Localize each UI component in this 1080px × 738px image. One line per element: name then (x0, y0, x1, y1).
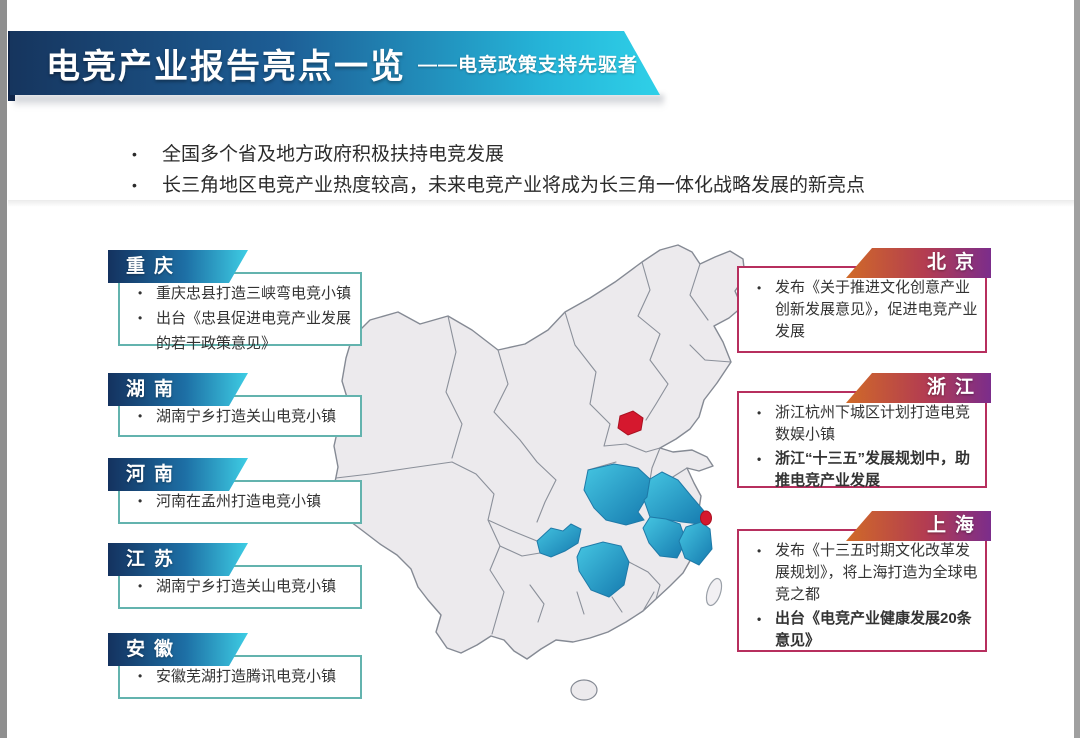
province-label-henan: 河南 (108, 458, 248, 491)
page-subtitle: ——电竞政策支持先驱者 (418, 54, 639, 76)
callout-item: 浙江“十三五”发展规划中，助推电竞产业发展 (753, 448, 979, 492)
callout-list: 发布《关于推进文化创意产业创新发展意见》，促进电竞产业发展 (753, 277, 979, 343)
callout-body: 发布《十三五时期文化改革发展规划》，将上海打造为全球电竞之都 出台《电竞产业健康… (737, 529, 987, 652)
summary-bullets: 全国多个省及地方政府积极扶持电竞发展 长三角地区电竞产业热度较高，未来电竞产业将… (130, 139, 970, 201)
callout-body: 安徽芜湖打造腾讯电竞小镇 (118, 655, 362, 699)
right-edge-strip (1074, 0, 1080, 738)
map-region-anhui (642, 516, 687, 559)
province-label-beijing: 北京 (846, 248, 991, 278)
callout-list: 湖南宁乡打造关山电竞小镇 (134, 574, 354, 599)
province-label-shanghai: 上海 (846, 511, 991, 541)
callout-item: 浙江杭州下城区计划打造电竞数娱小镇 (753, 402, 979, 446)
map-region-hunan (576, 541, 630, 598)
callout-body: 浙江杭州下城区计划打造电竞数娱小镇 浙江“十三五”发展规划中，助推电竞产业发展 (737, 391, 987, 489)
callout-item: 发布《十三五时期文化改革发展规划》，将上海打造为全球电竞之都 (753, 540, 979, 606)
map-region-beijing (617, 410, 644, 436)
province-label-zhejiang: 浙江 (846, 373, 991, 403)
left-edge-strip (0, 0, 7, 738)
banner-shadow (14, 95, 664, 108)
map-region-jiangsu (643, 471, 709, 525)
callout-body: 湖南宁乡打造关山电竞小镇 (118, 395, 362, 437)
callout-list: 安徽芜湖打造腾讯电竞小镇 (134, 664, 354, 689)
callout-item: 重庆忠县打造三峡弯电竞小镇 (134, 281, 354, 306)
callout-body: 河南在孟州打造电竞小镇 (118, 480, 362, 524)
callout-list: 发布《十三五时期文化改革发展规划》，将上海打造为全球电竞之都 出台《电竞产业健康… (753, 540, 979, 652)
callout-item: 湖南宁乡打造关山电竞小镇 (134, 404, 354, 429)
page-title: 电竞产业报告亮点一览 (46, 47, 406, 86)
callout-item: 安徽芜湖打造腾讯电竞小镇 (134, 664, 354, 689)
callout-item: 出台《电竞产业健康发展20条意见》 (753, 608, 979, 652)
callout-item: 出台《忠县促进电竞产业发展的若干政策意见》 (134, 306, 354, 356)
callout-item: 发布《关于推进文化创意产业创新发展意见》，促进电竞产业发展 (753, 277, 979, 343)
callout-list: 重庆忠县打造三峡弯电竞小镇 出台《忠县促进电竞产业发展的若干政策意见》 (134, 281, 354, 356)
callout-body: 发布《关于推进文化创意产业创新发展意见》，促进电竞产业发展 (737, 266, 987, 353)
map-hainan-island (570, 679, 598, 701)
map-province-borders (335, 261, 732, 635)
callout-body: 重庆忠县打造三峡弯电竞小镇 出台《忠县促进电竞产业发展的若干政策意见》 (118, 272, 362, 352)
callout-item: 湖南宁乡打造关山电竞小镇 (134, 574, 354, 599)
map-region-chongqing (536, 523, 582, 558)
title-banner: 电竞产业报告亮点一览 ——电竞政策支持先驱者 (10, 31, 660, 95)
province-label-jiangsu: 江苏 (108, 543, 248, 576)
province-label-chongqing: 重庆 (108, 250, 248, 283)
summary-bullet: 长三角地区电竞产业热度较高，未来电竞产业将成为长三角一体化战略发展的新亮点 (130, 170, 970, 201)
section-divider-shadow (8, 200, 1074, 207)
callout-list: 浙江杭州下城区计划打造电竞数娱小镇 浙江“十三五”发展规划中，助推电竞产业发展 (753, 402, 979, 492)
map-taiwan-island (705, 577, 723, 607)
callout-list: 河南在孟州打造电竞小镇 (134, 489, 354, 514)
summary-bullet: 全国多个省及地方政府积极扶持电竞发展 (130, 139, 970, 170)
province-label-hunan: 湖南 (108, 373, 248, 406)
callout-item: 河南在孟州打造电竞小镇 (134, 489, 354, 514)
callout-list: 湖南宁乡打造关山电竞小镇 (134, 404, 354, 429)
province-label-anhui: 安徽 (108, 633, 248, 666)
map-mainland (333, 244, 746, 660)
map-region-shanghai (700, 510, 712, 526)
map-region-henan (583, 463, 651, 526)
map-region-zhejiang (678, 521, 713, 566)
